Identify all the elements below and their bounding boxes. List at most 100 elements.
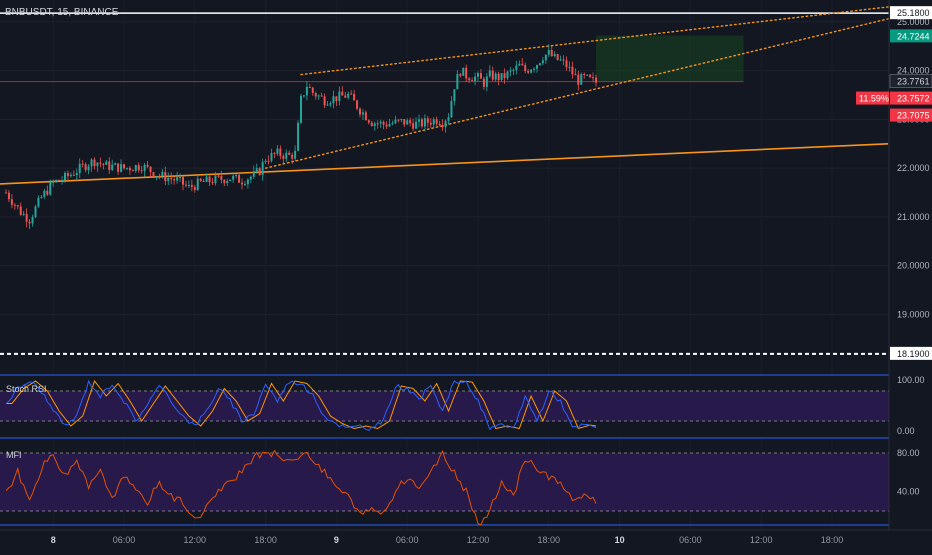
candle-body	[544, 54, 547, 61]
candle-body	[164, 171, 167, 182]
candle	[391, 120, 394, 126]
candle	[577, 70, 580, 91]
candle	[568, 61, 571, 72]
candle-body	[524, 65, 527, 72]
candle	[255, 163, 258, 174]
candle	[323, 93, 326, 108]
candle-body	[412, 123, 415, 129]
candle	[370, 120, 373, 127]
candle	[64, 171, 66, 183]
price-tick-label: 24.0000	[897, 66, 930, 76]
candle-body	[291, 154, 294, 159]
candle	[444, 119, 447, 133]
candle-body	[31, 217, 34, 224]
symbol-title: BNBUSDT, 15, BINANCE	[5, 7, 119, 18]
candle	[538, 62, 541, 67]
candle	[19, 202, 22, 216]
candle	[447, 113, 450, 125]
candle	[276, 145, 279, 156]
candle	[541, 56, 544, 66]
candle	[553, 50, 556, 58]
candle-body	[450, 101, 453, 118]
candle	[512, 68, 515, 76]
candle	[311, 86, 314, 96]
candle	[96, 162, 99, 172]
horizontal-line-tag-bg	[889, 74, 932, 88]
candle-body	[34, 206, 37, 218]
candle	[31, 214, 34, 227]
candle	[34, 204, 37, 219]
candle-body	[10, 199, 13, 205]
candle	[69, 172, 72, 178]
candle-body	[99, 162, 102, 164]
candle	[385, 121, 388, 130]
candle	[258, 167, 261, 176]
candle	[90, 157, 93, 172]
candle-body	[211, 182, 214, 184]
candle	[536, 64, 538, 73]
candle	[211, 177, 214, 185]
candle-body	[96, 162, 99, 167]
time-tick-label: 06:00	[679, 535, 702, 545]
candle-body	[152, 172, 155, 177]
candle	[46, 185, 49, 196]
stoch-rsi-title: Stoch RSI	[6, 384, 47, 394]
candle	[462, 67, 465, 76]
candle-body	[176, 177, 179, 181]
candle	[376, 120, 379, 129]
candle-body	[479, 73, 482, 79]
candle	[279, 145, 282, 160]
candle-body	[332, 96, 335, 104]
candle-body	[13, 204, 16, 206]
candle-body	[373, 123, 376, 127]
candle-body	[444, 120, 447, 128]
support-line	[0, 142, 889, 185]
candle	[187, 180, 190, 189]
candle-body	[465, 67, 468, 79]
candle-body	[391, 123, 394, 125]
candle-body	[252, 171, 255, 177]
candle	[479, 69, 482, 79]
candle	[176, 171, 179, 184]
candle	[497, 71, 500, 86]
candle-body	[273, 152, 276, 154]
candle-body	[199, 178, 202, 181]
candle	[75, 168, 78, 181]
candle-body	[226, 180, 229, 184]
mfi-tick-label: 80.00	[897, 448, 920, 458]
candle-body	[397, 119, 400, 121]
candle	[146, 161, 149, 169]
candle	[565, 56, 568, 71]
indicators	[0, 374, 932, 526]
candle	[78, 158, 81, 179]
candle-body	[394, 119, 397, 124]
candle-body	[114, 163, 117, 165]
candle-body	[536, 65, 538, 69]
price-tick-label: 25.0000	[897, 17, 930, 27]
grid	[0, 21, 889, 315]
candle	[81, 160, 84, 168]
candle	[335, 96, 338, 106]
candle-body	[19, 206, 22, 215]
candle-body	[400, 119, 403, 121]
candle-body	[75, 173, 78, 176]
change-badge-text: 11.59%	[859, 94, 889, 104]
candle	[125, 167, 128, 171]
price-tick-label: 20.0000	[897, 261, 930, 271]
candle-body	[120, 164, 123, 172]
candle	[55, 179, 58, 183]
candle	[367, 119, 370, 125]
candle	[49, 179, 52, 196]
lower-level-tag-bg	[890, 346, 932, 360]
candle-body	[447, 117, 450, 121]
candle	[465, 64, 468, 83]
candle-body	[595, 77, 597, 83]
candle	[294, 145, 297, 162]
candle-body	[16, 205, 19, 207]
candle-body	[66, 173, 69, 177]
stoch-k-line	[5, 379, 597, 431]
candle	[400, 118, 403, 123]
target-tag-bg	[890, 29, 932, 43]
